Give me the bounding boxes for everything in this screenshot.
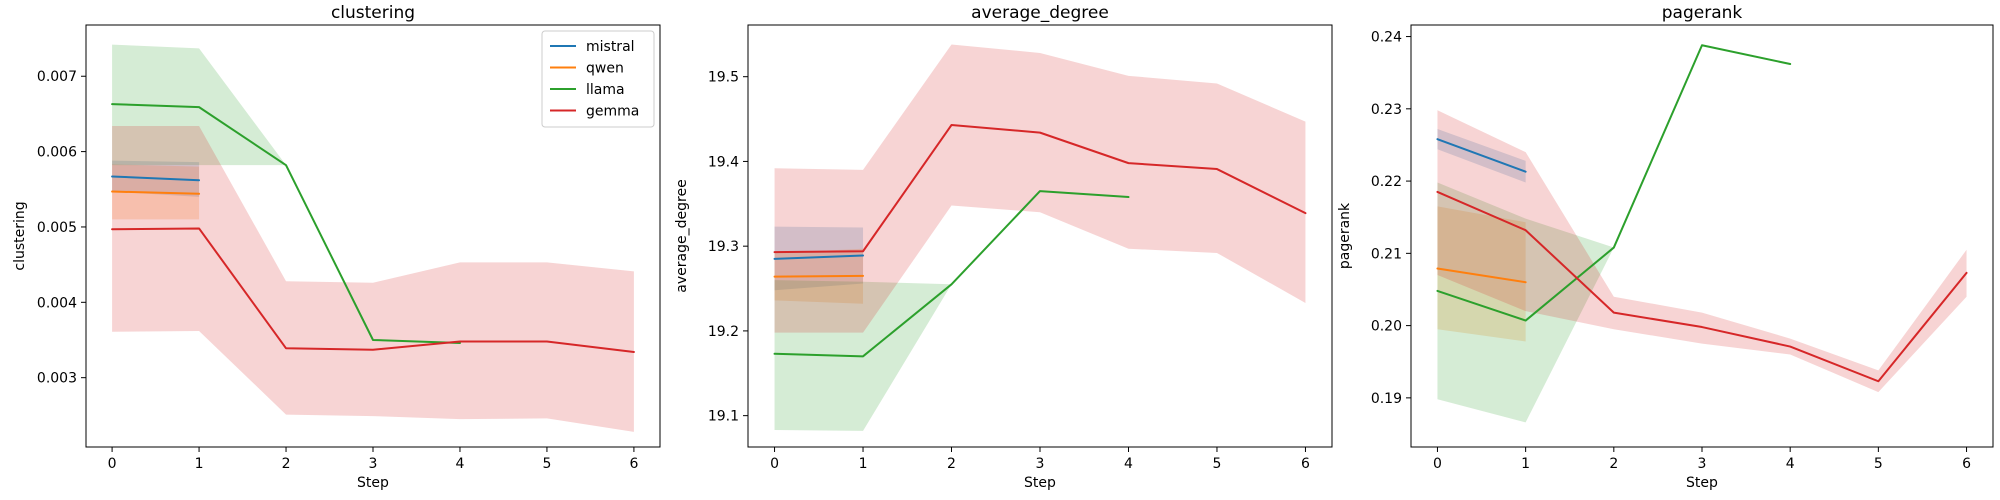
chart-panel-clustering: 0 1 2 3 4 5 6 0.003 0.004 0.005 0.006 0.007 clusteri… xyxy=(12,3,661,491)
series-line-gemma xyxy=(773,123,1307,254)
band-gemma xyxy=(774,44,1306,333)
band-llama xyxy=(112,44,460,344)
series-line-mistral xyxy=(111,175,201,182)
y-tick-label: 19.1 xyxy=(708,409,739,425)
legend: mistral qwen llama gemma xyxy=(541,30,655,128)
y-tick-label: 0.003 xyxy=(37,371,77,387)
x-tick-label: 1 xyxy=(195,456,204,472)
x-tick-label: 3 xyxy=(369,456,378,472)
x-tick-label: 6 xyxy=(1962,456,1971,472)
y-axis-label: average_degree xyxy=(674,179,690,292)
y-tick-label: 19.3 xyxy=(708,239,739,255)
legend-label-mistral: mistral xyxy=(586,39,635,55)
legend-label-gemma: gemma xyxy=(586,104,639,120)
band-mistral xyxy=(774,226,864,291)
chart-title: average_degree xyxy=(971,3,1109,23)
x-tick-label: 4 xyxy=(456,456,465,472)
x-tick-label: 2 xyxy=(282,456,291,472)
x-tick-label: 4 xyxy=(1786,456,1795,472)
y-tick-label: 0.23 xyxy=(1371,102,1402,118)
x-tick-label: 6 xyxy=(1301,456,1310,472)
series-line-qwen xyxy=(111,190,201,195)
x-axis-label: Step xyxy=(357,475,389,491)
x-tick-label: 3 xyxy=(1698,456,1707,472)
legend-label-qwen: qwen xyxy=(586,61,624,77)
series-line-qwen xyxy=(1436,267,1527,284)
x-tick-label: 1 xyxy=(859,456,868,472)
series-line-llama xyxy=(111,103,461,345)
x-tick-label: 5 xyxy=(542,456,551,472)
y-axis-label: clustering xyxy=(12,201,28,270)
y-tick-label: 0.006 xyxy=(37,145,77,161)
x-tick-label: 5 xyxy=(1213,456,1222,472)
band-qwen xyxy=(1437,206,1526,342)
x-axis-label: Step xyxy=(1024,475,1056,491)
band-llama xyxy=(1437,45,1791,423)
x-tick-label: 0 xyxy=(770,456,779,472)
chart-panel-pagerank: 0 1 2 3 4 5 6 0.19 0.20 0.21 0.22 0.23 0.24 pagerank S… xyxy=(1337,3,1994,491)
chart-title: clustering xyxy=(331,3,415,23)
y-tick-label: 19.4 xyxy=(708,154,739,170)
x-tick-label: 1 xyxy=(1521,456,1530,472)
y-tick-label: 0.007 xyxy=(37,69,77,85)
x-tick-label: 3 xyxy=(1036,456,1045,472)
series-line-gemma xyxy=(1436,190,1968,383)
band-llama xyxy=(774,191,1129,431)
x-tick-label: 0 xyxy=(108,456,117,472)
x-tick-label: 6 xyxy=(629,456,638,472)
series-line-llama xyxy=(773,190,1130,358)
band-gemma xyxy=(1437,110,1967,393)
legend-box xyxy=(541,30,655,128)
x-tick-label: 2 xyxy=(1609,456,1618,472)
y-tick-label: 19.5 xyxy=(708,70,739,86)
x-tick-label: 2 xyxy=(947,456,956,472)
y-tick-label: 0.21 xyxy=(1371,246,1402,262)
chart-panel-average-degree: 0 1 2 3 4 5 6 19.1 19.2 19.3 19.4 19.5 average_degre… xyxy=(674,3,1333,491)
series-line-gemma xyxy=(111,227,635,354)
y-tick-label: 0.22 xyxy=(1371,174,1402,190)
y-axis-label: pagerank xyxy=(1337,202,1353,269)
x-tick-label: 0 xyxy=(1433,456,1442,472)
chart-title: pagerank xyxy=(1662,3,1743,23)
series-line-qwen xyxy=(773,274,865,278)
y-tick-label: 19.2 xyxy=(708,324,739,340)
y-tick-label: 0.20 xyxy=(1371,319,1402,335)
band-gemma xyxy=(112,125,634,432)
x-axis-label: Step xyxy=(1686,475,1718,491)
series-line-llama xyxy=(1436,44,1792,322)
y-tick-label: 0.19 xyxy=(1371,391,1402,407)
series-line-mistral xyxy=(773,254,865,260)
x-tick-label: 4 xyxy=(1124,456,1133,472)
y-tick-label: 0.005 xyxy=(37,220,77,236)
y-tick-label: 0.24 xyxy=(1371,30,1402,46)
x-tick-label: 5 xyxy=(1874,456,1883,472)
y-tick-label: 0.004 xyxy=(37,295,77,311)
legend-label-llama: llama xyxy=(586,82,625,98)
series-line-mistral xyxy=(1436,138,1527,173)
